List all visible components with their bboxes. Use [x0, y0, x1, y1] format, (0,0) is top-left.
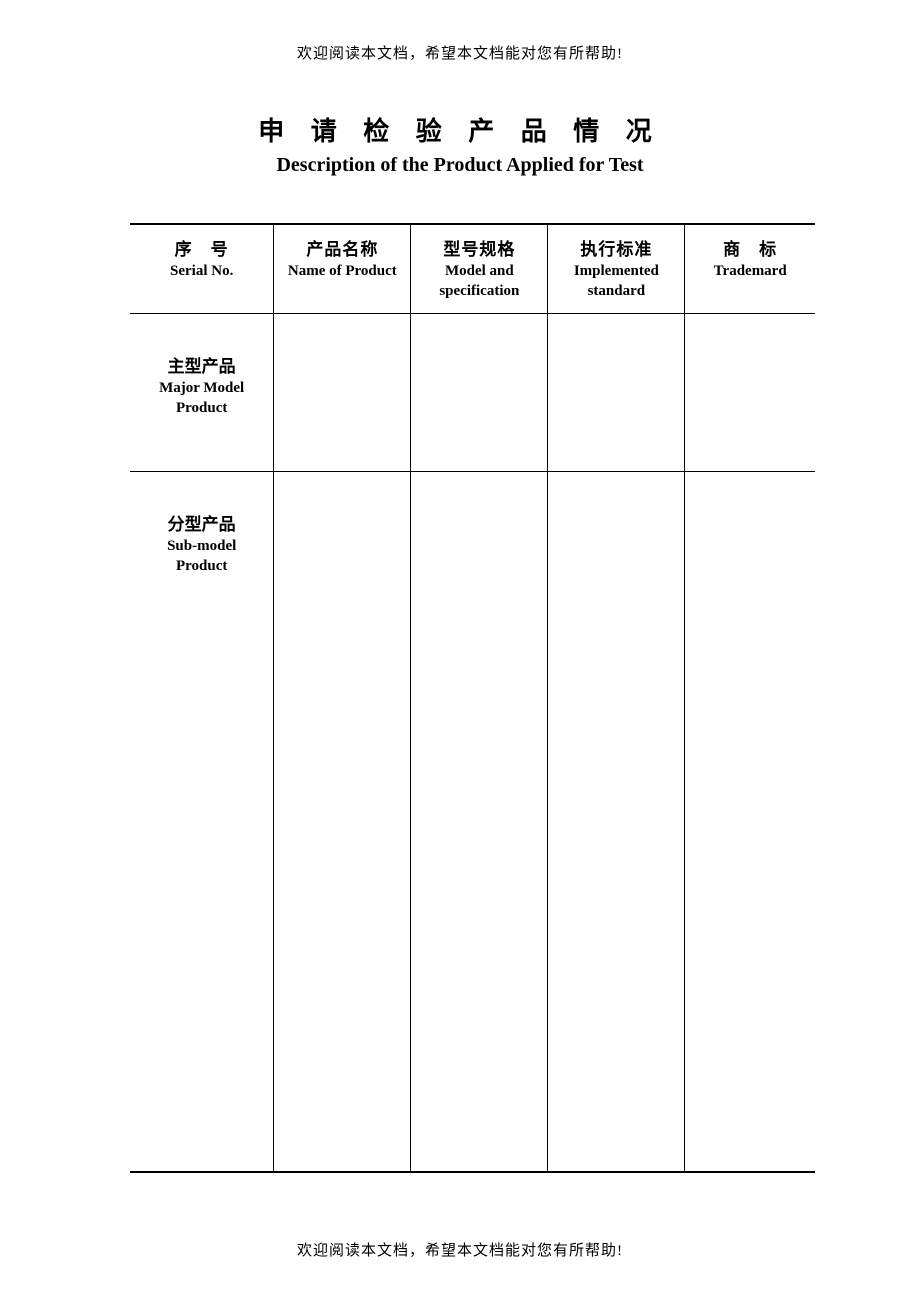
- column-header-en: Serial No.: [134, 262, 269, 282]
- row-label-en-line1: Major Model: [130, 379, 273, 399]
- title-chinese: 申 请 检 验 产 品 情 况: [0, 111, 920, 148]
- cell-sub-name: [274, 472, 411, 1172]
- row-label-en-line2: Product: [130, 399, 273, 419]
- column-header-trademark: 商 标 Trademard: [685, 224, 815, 314]
- cell-major-standard: [548, 314, 685, 472]
- product-table: 序 号 Serial No. 产品名称 Name of Product 型号规格…: [130, 223, 815, 1173]
- row-label-sub: 分型产品 Sub-model Product: [130, 472, 274, 1172]
- column-header-cn: 产品名称: [278, 235, 406, 260]
- column-header-cn: 商 标: [689, 235, 811, 260]
- footer-note: 欢迎阅读本文档，希望本文档能对您有所帮助!: [0, 1239, 920, 1260]
- column-header-cn: 型号规格: [415, 235, 543, 260]
- cell-major-trademark: [685, 314, 815, 472]
- column-header-cn: 执行标准: [552, 235, 680, 260]
- table-row-major: 主型产品 Major Model Product: [130, 314, 815, 472]
- column-header-standard: 执行标准 Implemented standard: [548, 224, 685, 314]
- column-header-serial: 序 号 Serial No.: [130, 224, 274, 314]
- column-header-en: Trademard: [689, 262, 811, 282]
- column-header-model: 型号规格 Model and specification: [411, 224, 548, 314]
- cell-sub-standard: [548, 472, 685, 1172]
- row-label-cn: 主型产品: [130, 352, 273, 377]
- column-header-en: Name of Product: [278, 262, 406, 282]
- column-header-en: Implemented standard: [552, 262, 680, 301]
- row-label-en-line1: Sub-model: [130, 537, 273, 557]
- title-section: 申 请 检 验 产 品 情 况 Description of the Produ…: [0, 111, 920, 177]
- cell-major-model: [411, 314, 548, 472]
- cell-sub-model: [411, 472, 548, 1172]
- cell-major-name: [274, 314, 411, 472]
- row-label-cn: 分型产品: [130, 510, 273, 535]
- column-header-en: Model and specification: [415, 262, 543, 301]
- column-header-name: 产品名称 Name of Product: [274, 224, 411, 314]
- header-note: 欢迎阅读本文档，希望本文档能对您有所帮助!: [0, 0, 920, 63]
- product-table-container: 序 号 Serial No. 产品名称 Name of Product 型号规格…: [130, 223, 815, 1173]
- table-header-row: 序 号 Serial No. 产品名称 Name of Product 型号规格…: [130, 224, 815, 314]
- column-header-cn: 序 号: [134, 235, 269, 260]
- table-row-sub: 分型产品 Sub-model Product: [130, 472, 815, 1172]
- cell-sub-trademark: [685, 472, 815, 1172]
- row-label-en-line2: Product: [130, 557, 273, 577]
- row-label-major: 主型产品 Major Model Product: [130, 314, 274, 472]
- title-english: Description of the Product Applied for T…: [0, 154, 920, 177]
